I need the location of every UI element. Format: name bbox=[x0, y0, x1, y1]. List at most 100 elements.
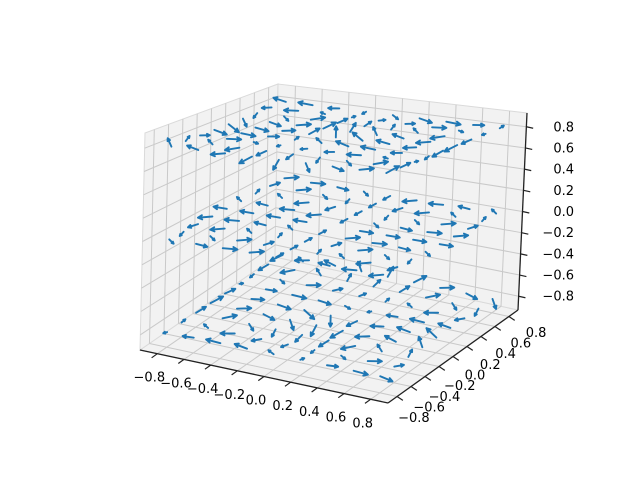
quiver-arrow bbox=[308, 127, 321, 136]
quiver-arrow bbox=[186, 144, 200, 151]
quiver-arrow bbox=[254, 188, 261, 195]
quiver-arrow bbox=[359, 144, 377, 151]
quiver-arrow bbox=[275, 252, 285, 258]
quiver-arrow bbox=[279, 268, 296, 275]
quiver-arrow bbox=[391, 132, 405, 140]
quiver-arrow bbox=[267, 134, 281, 140]
quiver-arrow bbox=[385, 313, 399, 319]
quiver-arrow bbox=[285, 153, 295, 161]
quiver-arrow bbox=[324, 205, 337, 212]
grid-line bbox=[276, 170, 523, 212]
quiver-arrow bbox=[236, 236, 253, 243]
z-tick-label: −0.2 bbox=[542, 226, 574, 241]
quiver-arrow bbox=[315, 267, 322, 277]
quiver-arrow bbox=[303, 237, 313, 243]
y-tick-label: 0.0 bbox=[465, 369, 486, 384]
quiver-arrow bbox=[427, 200, 445, 207]
grid-line bbox=[250, 273, 496, 327]
quiver-arrow bbox=[357, 246, 374, 253]
x-tick-mark bbox=[257, 376, 265, 382]
y-tick-label: 0.8 bbox=[526, 326, 547, 341]
quiver-arrow bbox=[304, 162, 311, 174]
quiver-arrow bbox=[287, 224, 294, 231]
y-tick-mark bbox=[424, 376, 432, 381]
quiver-arrow bbox=[240, 132, 257, 139]
y-tick-mark bbox=[452, 356, 460, 361]
quiver-arrow bbox=[202, 323, 210, 329]
quiver-arrow bbox=[382, 195, 392, 201]
grid-line bbox=[207, 303, 454, 357]
quiver-arrow bbox=[413, 219, 421, 226]
quiver-arrow bbox=[450, 211, 457, 218]
z-tick-label: −0.6 bbox=[542, 269, 574, 284]
y-tick-mark bbox=[410, 386, 418, 391]
quiver-arrow bbox=[335, 140, 350, 148]
quiver-arrow bbox=[366, 309, 373, 314]
x-tick-label: −0.4 bbox=[187, 382, 219, 397]
x-tick-mark bbox=[284, 381, 292, 387]
quiver-arrow bbox=[333, 125, 339, 139]
quiver-arrow bbox=[331, 286, 344, 292]
quiver-arrow bbox=[224, 146, 241, 153]
quiver-arrow bbox=[299, 357, 306, 361]
quiver-arrow bbox=[238, 155, 253, 165]
quiver-arrow bbox=[233, 342, 248, 350]
quiver-arrow bbox=[481, 216, 487, 223]
quiver-arrow bbox=[396, 325, 411, 334]
y-tick-label: −0.2 bbox=[444, 379, 476, 394]
quiver-arrow bbox=[221, 246, 239, 253]
quiver-arrow bbox=[196, 214, 214, 221]
grid-line bbox=[192, 313, 440, 367]
z-tick-label: 0.6 bbox=[553, 141, 574, 156]
quiver-arrow bbox=[248, 322, 255, 332]
quiver-arrow bbox=[323, 149, 336, 155]
x-tick-label: −0.2 bbox=[214, 388, 246, 403]
grid-line bbox=[178, 323, 426, 377]
quiver-arrow bbox=[443, 144, 459, 153]
quiver-arrow bbox=[353, 210, 363, 216]
quiver-arrow bbox=[246, 227, 253, 234]
quiver-arrow bbox=[363, 120, 373, 128]
quiver-arrow bbox=[235, 196, 243, 203]
z-tick-mark bbox=[518, 295, 526, 299]
quiver-arrow bbox=[490, 208, 498, 215]
quiver-arrow bbox=[207, 138, 214, 146]
quiver-arrow bbox=[418, 117, 433, 125]
quiver-arrow bbox=[350, 114, 357, 119]
quiver-arrow bbox=[424, 250, 431, 257]
quiver-arrow bbox=[327, 314, 333, 328]
quiver-arrow bbox=[278, 206, 296, 213]
quiver-arrow bbox=[292, 217, 308, 224]
quiver-arrow bbox=[276, 303, 292, 311]
quiver-arrow bbox=[399, 226, 413, 233]
quiver-arrow bbox=[426, 229, 443, 237]
x-tick-mark bbox=[311, 387, 318, 393]
quiver-arrow bbox=[209, 295, 225, 305]
z-tick-label: 0.0 bbox=[553, 205, 574, 220]
y-tick-label: −0.6 bbox=[413, 400, 445, 415]
grid-line bbox=[275, 225, 520, 276]
grid-line bbox=[149, 343, 398, 397]
quiver-arrow bbox=[457, 129, 465, 134]
quiver-arrow bbox=[309, 115, 327, 122]
quiver-arrow bbox=[385, 165, 400, 175]
quiver-arrow bbox=[330, 241, 343, 248]
quiver-arrow bbox=[383, 214, 390, 221]
quiver-arrow bbox=[295, 121, 312, 128]
grid-line bbox=[265, 263, 510, 317]
quiver-arrow bbox=[305, 282, 322, 289]
quiver-arrow bbox=[417, 335, 424, 349]
y-tick-label: 0.4 bbox=[495, 347, 516, 362]
quiver-arrow bbox=[408, 316, 425, 324]
z-tick-mark bbox=[520, 253, 528, 256]
quiver-arrow bbox=[412, 238, 428, 245]
quiver-arrow bbox=[423, 155, 430, 161]
quiver-arrow bbox=[344, 234, 362, 241]
quiver-arrow bbox=[257, 263, 270, 272]
quiver-arrow bbox=[277, 232, 283, 239]
quiver-arrow bbox=[249, 273, 255, 279]
z-tick-label: −0.4 bbox=[542, 247, 574, 262]
quiver-arrow bbox=[382, 155, 389, 160]
quiver-arrow bbox=[227, 123, 240, 134]
x-tick-label: −0.8 bbox=[134, 371, 166, 386]
